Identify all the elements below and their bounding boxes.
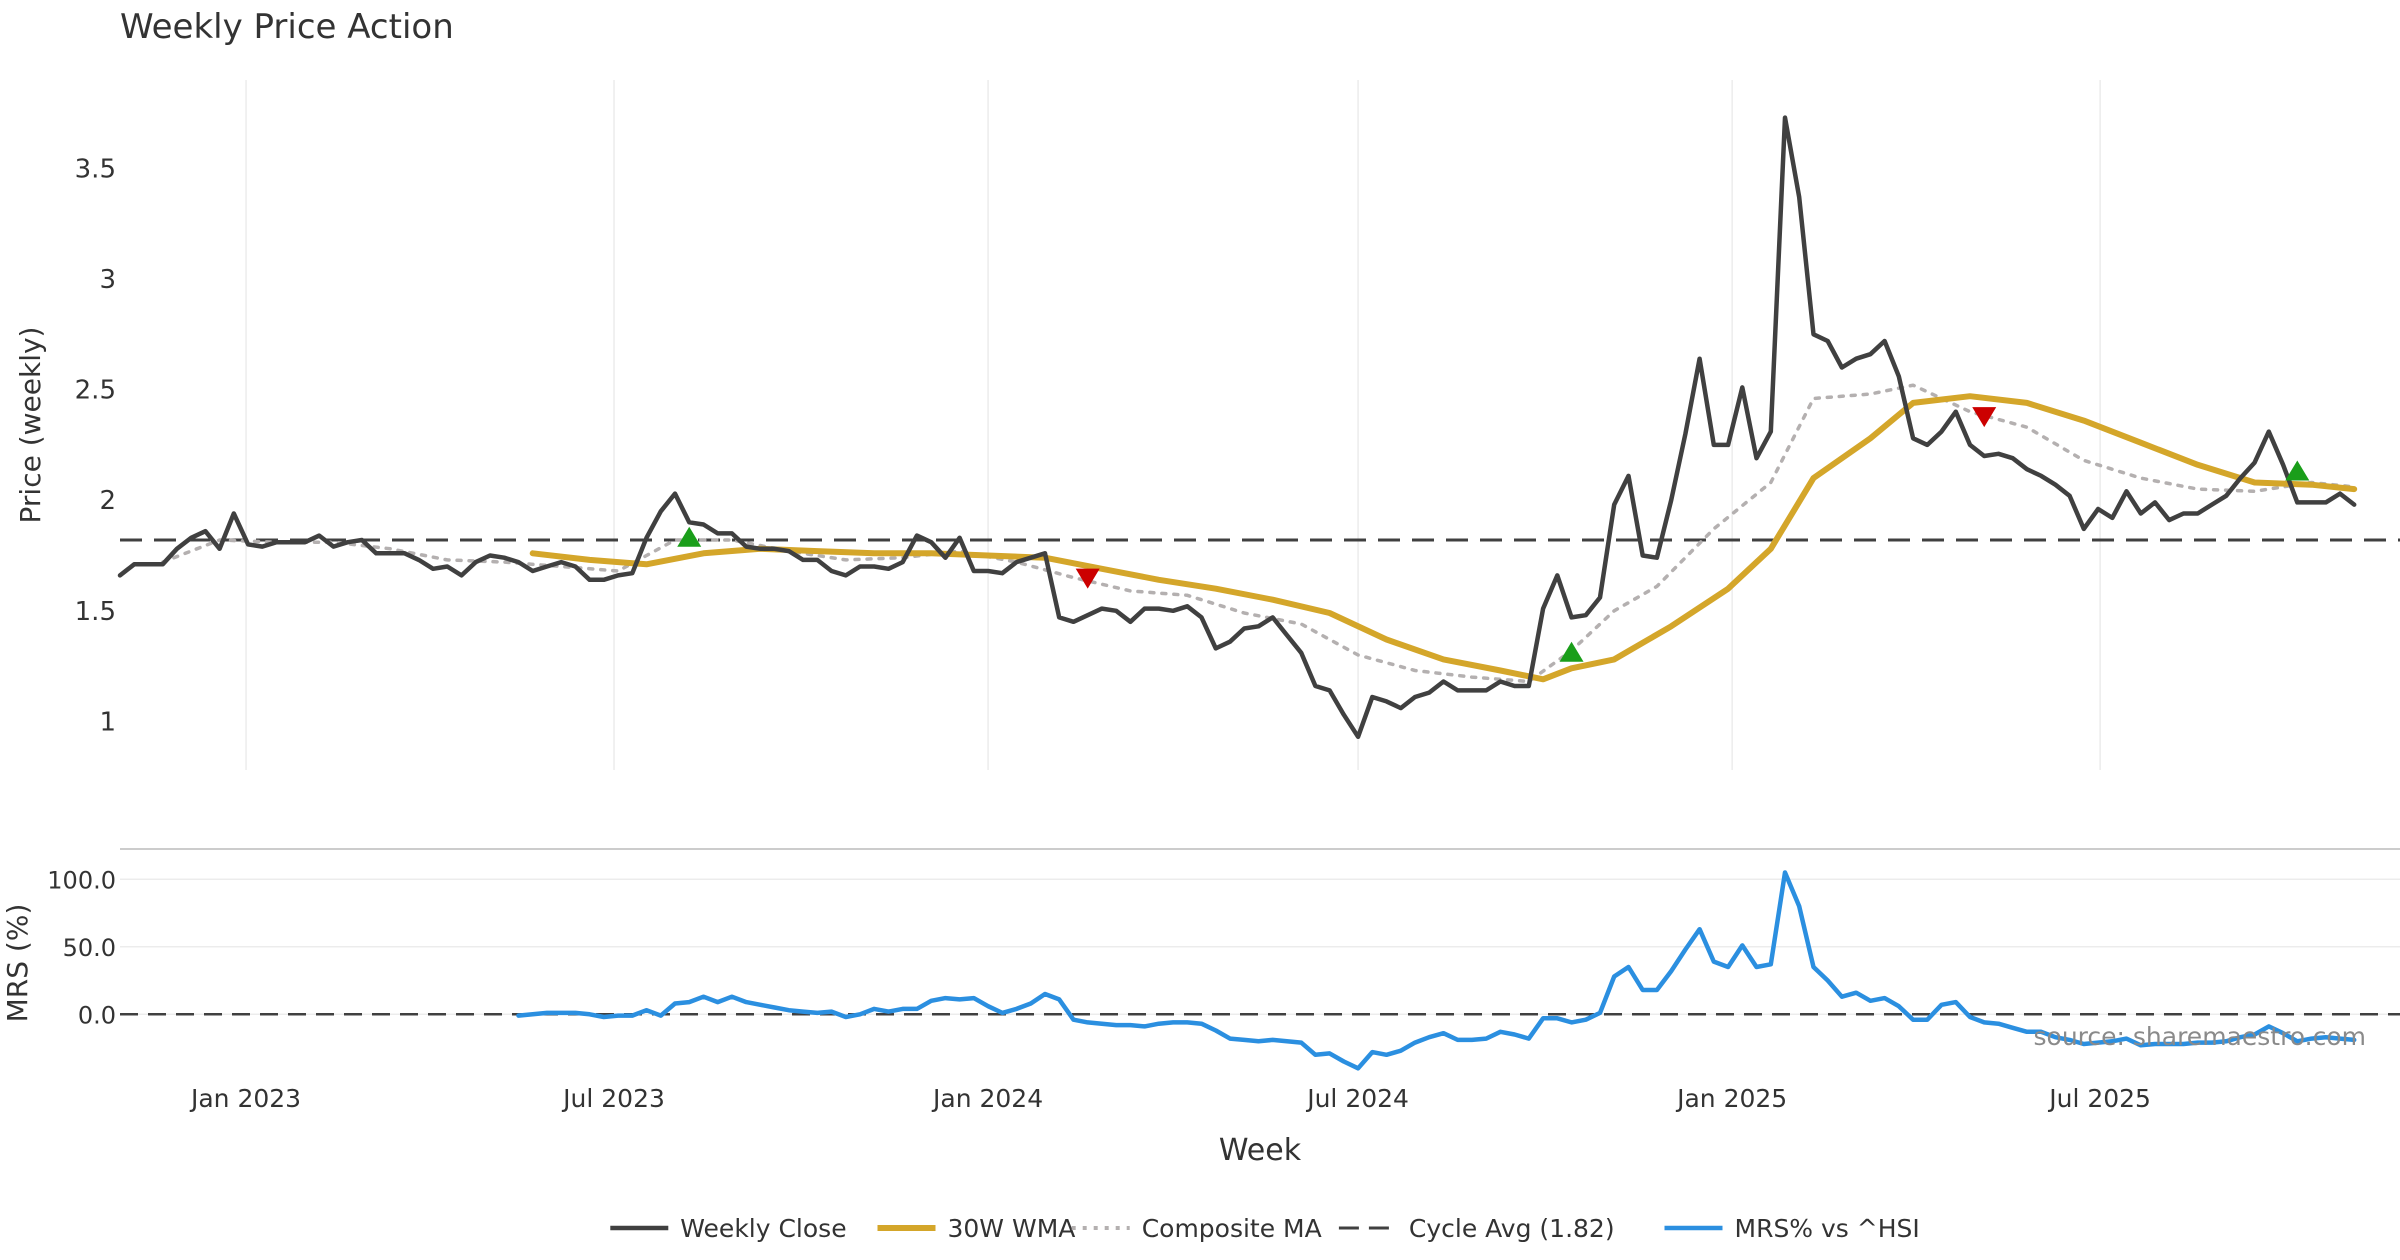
series-mrs-vs-hsi <box>516 870 2357 1071</box>
legend-entry: Composite MA <box>1071 1214 1322 1243</box>
sell-signal-marker <box>1075 568 1100 589</box>
legend-entry: MRS% vs ^HSI <box>1664 1214 1920 1243</box>
price-y-tick-label: 2.5 <box>75 376 116 406</box>
legend-label: 30W WMA <box>948 1214 1076 1243</box>
mrs-series-group <box>516 870 2357 1071</box>
mrs-y-tick-labels: 0.0 50.0 100.0 <box>47 866 116 1029</box>
price-y-axis-label: Price (weekly) <box>14 327 47 524</box>
series-weekly-close <box>117 115 2357 740</box>
sell-signal-marker <box>1972 407 1997 428</box>
x-tick-labels: Jan 2023 Jul 2023 Jan 2024 Jul 2024 Jan 2025… <box>189 1084 2151 1113</box>
price-y-tick-labels: 1 1.5 2 2.5 3 3.5 <box>75 154 116 737</box>
x-tick-label: Jan 2024 <box>931 1084 1043 1113</box>
legend-label: MRS% vs ^HSI <box>1735 1214 1920 1243</box>
series-30w-wma <box>529 393 2358 683</box>
legend-label: Weekly Close <box>680 1214 846 1243</box>
mrs-y-tick-label: 100.0 <box>47 866 116 894</box>
x-tick-label: Jul 2025 <box>2047 1084 2151 1113</box>
buy-signal-marker <box>2285 460 2310 481</box>
x-tick-label: Jan 2025 <box>1675 1084 1787 1113</box>
price-y-tick-label: 2 <box>99 486 116 516</box>
price-y-tick-label: 1.5 <box>75 597 116 627</box>
legend-entry: Cycle Avg (1.82) <box>1338 1214 1615 1243</box>
mrs-y-tick-label: 0.0 <box>78 1001 116 1029</box>
source-label: source: sharemaestro.com <box>2034 1022 2367 1051</box>
x-tick-label: Jul 2023 <box>561 1084 665 1113</box>
legend-entry: 30W WMA <box>877 1214 1076 1243</box>
price-y-tick-label: 1 <box>99 707 116 737</box>
x-tick-label: Jul 2024 <box>1305 1084 1409 1113</box>
legend: Weekly Close 30W WMA Composite MA Cycle Avg… <box>610 1214 1920 1243</box>
legend-label: Composite MA <box>1142 1214 1322 1243</box>
mrs-y-tick-label: 50.0 <box>63 934 116 962</box>
signal-markers <box>677 407 2310 662</box>
price-y-tick-label: 3.5 <box>75 154 116 184</box>
legend-label: Cycle Avg (1.82) <box>1409 1214 1615 1243</box>
price-y-tick-label: 3 <box>99 265 116 295</box>
legend-entry: Weekly Close <box>610 1214 847 1243</box>
x-axis-label: Week <box>1219 1133 1302 1168</box>
buy-signal-marker <box>1559 641 1584 662</box>
buy-signal-marker <box>677 526 702 547</box>
chart-title: Weekly Price Action <box>120 7 454 47</box>
mrs-y-axis-label: MRS (%) <box>1 904 34 1023</box>
x-tick-label: Jan 2023 <box>189 1084 301 1113</box>
